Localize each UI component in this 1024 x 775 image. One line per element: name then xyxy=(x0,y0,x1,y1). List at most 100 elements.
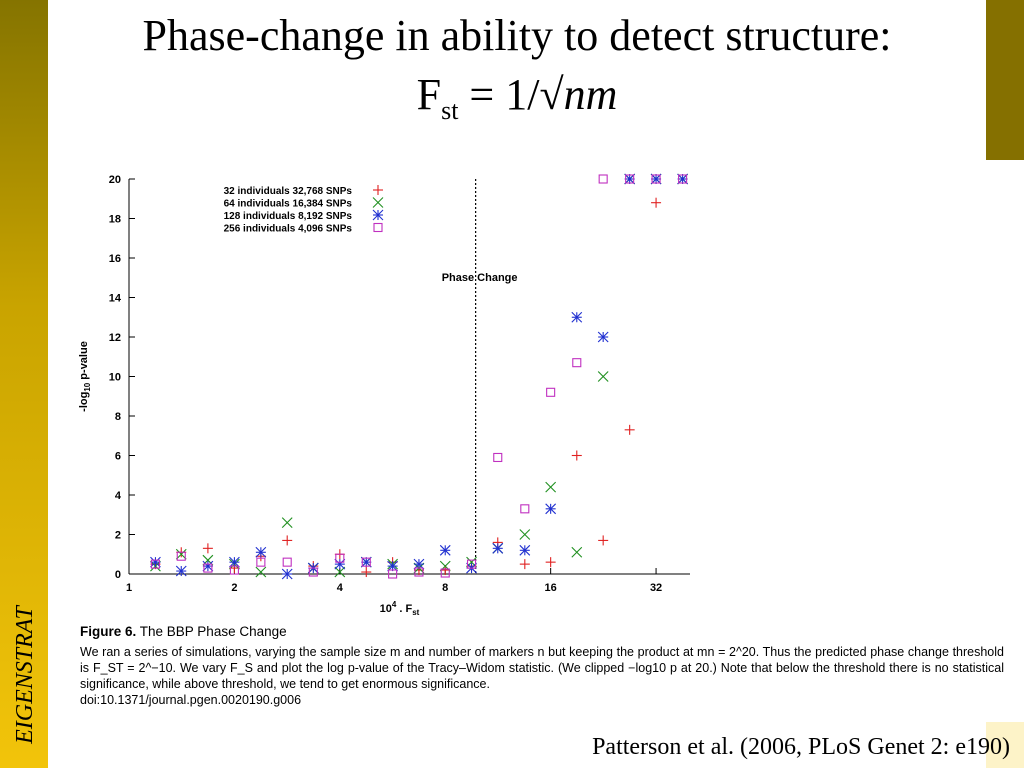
data-point-series-4 xyxy=(546,387,556,397)
slide-title: Phase-change in ability to detect struct… xyxy=(142,11,892,60)
data-point-series-2 xyxy=(334,566,346,578)
data-point-series-4 xyxy=(176,551,186,561)
data-point-series-3 xyxy=(202,560,214,572)
y-tick-label: 8 xyxy=(115,411,121,423)
legend-marker-series-1 xyxy=(373,185,383,195)
data-point-series-3 xyxy=(255,546,267,558)
y-tick-label: 6 xyxy=(115,451,121,463)
data-point-series-4 xyxy=(493,452,503,463)
legend-label-series-4: 256 individuals 4,096 SNPs xyxy=(224,224,353,235)
legend-label-series-1: 32 individuals 32,768 SNPs xyxy=(224,186,353,197)
caption-body: We ran a series of simulations, varying … xyxy=(80,645,1004,691)
caption-title: The BBP Phase Change xyxy=(136,624,287,639)
y-axis-label: -log10 p-value xyxy=(78,341,92,412)
data-point-series-4 xyxy=(229,565,239,575)
data-point-series-1 xyxy=(545,557,556,568)
data-point-series-4 xyxy=(308,567,318,577)
data-point-series-1 xyxy=(361,567,372,578)
data-point-series-4 xyxy=(598,174,608,184)
data-point-series-3 xyxy=(387,560,399,572)
right-decor-strip xyxy=(986,722,1024,768)
data-point-series-4 xyxy=(361,557,371,567)
legend-label-series-2: 64 individuals 16,384 SNPs xyxy=(224,199,353,210)
data-point-series-3 xyxy=(229,556,240,568)
data-point-series-3 xyxy=(413,558,425,570)
x-tick-label: 32 xyxy=(650,582,662,594)
data-point-series-2 xyxy=(519,529,531,540)
x-tick-label: 4 xyxy=(337,582,344,594)
legend-marker-series-3 xyxy=(372,209,384,221)
legend-label-series-3: 128 individuals 8,192 SNPs xyxy=(224,211,353,222)
x-tick-label: 8 xyxy=(442,582,448,594)
data-point-series-3 xyxy=(597,331,609,343)
data-point-series-4 xyxy=(150,559,161,569)
data-point-series-3 xyxy=(492,542,504,554)
data-point-series-3 xyxy=(545,503,557,515)
data-point-series-4 xyxy=(256,557,266,567)
x-tick-label: 16 xyxy=(545,582,557,594)
legend-marker-series-4 xyxy=(373,222,383,233)
formula-sub: st xyxy=(441,95,459,125)
data-point-series-4 xyxy=(388,569,398,579)
formula-mid: = 1/√ xyxy=(458,70,564,119)
data-point-series-4 xyxy=(466,559,477,569)
data-point-series-3 xyxy=(360,556,372,568)
data-point-series-4 xyxy=(520,504,530,514)
y-tick-label: 4 xyxy=(115,490,122,502)
y-tick-label: 2 xyxy=(115,530,121,542)
y-tick-label: 0 xyxy=(115,569,121,581)
data-point-series-3 xyxy=(439,544,451,556)
data-point-series-4 xyxy=(203,563,213,573)
figure-caption: Figure 6. The BBP Phase Change We ran a … xyxy=(80,624,1004,708)
legend-marker-series-2 xyxy=(372,197,384,208)
data-point-series-1 xyxy=(571,450,582,461)
citation: Patterson et al. (2006, PLoS Genet 2: e1… xyxy=(592,734,1010,760)
left-decor-bar xyxy=(0,0,48,768)
data-point-series-4 xyxy=(678,174,688,184)
data-point-series-1 xyxy=(282,535,293,546)
data-point-series-4 xyxy=(572,358,582,368)
side-label: EIGENSTRAT xyxy=(12,606,38,744)
data-point-series-1 xyxy=(598,535,609,546)
data-point-series-1 xyxy=(519,559,530,570)
data-point-series-2 xyxy=(545,481,557,493)
data-point-series-4 xyxy=(440,568,450,578)
data-point-series-4 xyxy=(414,567,424,577)
data-point-series-4 xyxy=(282,557,292,567)
formula-lhs: F xyxy=(416,70,442,119)
y-tick-label: 20 xyxy=(109,174,121,186)
y-tick-label: 16 xyxy=(109,253,121,265)
data-point-series-4 xyxy=(625,174,635,184)
data-point-series-3 xyxy=(677,173,688,185)
data-point-series-3 xyxy=(150,556,161,568)
data-point-series-3 xyxy=(334,558,346,570)
data-point-series-3 xyxy=(624,173,636,185)
caption-doi: doi:10.1371/journal.pgen.0020190.g006 xyxy=(80,693,302,707)
data-point-series-3 xyxy=(571,311,583,323)
y-tick-label: 14 xyxy=(109,293,122,305)
x-tick-label: 2 xyxy=(231,582,237,594)
data-point-series-3 xyxy=(519,544,531,556)
data-point-series-2 xyxy=(175,548,187,560)
data-point-series-3 xyxy=(281,568,293,580)
caption-heading: Figure 6. The BBP Phase Change xyxy=(80,624,1004,640)
data-point-series-1 xyxy=(651,197,662,208)
x-axis-label: 104 . Fst xyxy=(380,600,420,617)
x-tick-label: 1 xyxy=(126,582,132,594)
y-tick-label: 18 xyxy=(109,214,121,226)
data-point-series-1 xyxy=(624,424,635,435)
caption-label: Figure 6. xyxy=(80,624,137,639)
data-point-series-3 xyxy=(650,173,662,185)
data-point-series-2 xyxy=(281,517,293,529)
right-decor-block xyxy=(986,0,1024,160)
slide-formula: Fst = 1/√nm xyxy=(48,70,986,136)
formula-var: nm xyxy=(563,70,618,119)
data-point-series-4 xyxy=(651,174,661,184)
data-point-series-4 xyxy=(335,553,345,563)
data-point-series-2 xyxy=(597,371,609,382)
y-tick-label: 12 xyxy=(109,332,121,344)
data-point-series-2 xyxy=(571,546,583,558)
y-tick-label: 10 xyxy=(109,372,121,384)
data-point-series-1 xyxy=(202,543,213,554)
